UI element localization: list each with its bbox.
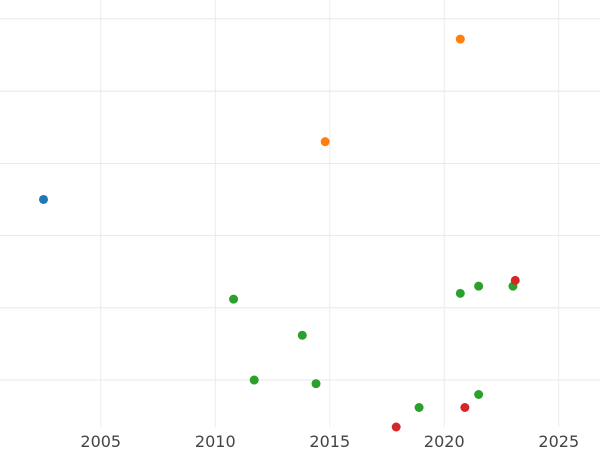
- grid-lines: [0, 0, 600, 427]
- x-tick-labels: 2005 2010 2015 2020 2025: [80, 432, 579, 450]
- data-point: [455, 288, 465, 298]
- data-point: [455, 34, 465, 44]
- data-point: [320, 137, 330, 147]
- data-point: [510, 275, 520, 285]
- x-tick-label: 2020: [424, 432, 465, 450]
- data-point: [391, 422, 401, 432]
- data-point: [311, 379, 321, 389]
- data-point: [414, 402, 424, 412]
- data-point: [249, 375, 259, 385]
- x-tick-label: 2005: [80, 432, 121, 450]
- data-point: [474, 281, 484, 291]
- data-point: [474, 389, 484, 399]
- data-points: [39, 34, 520, 432]
- x-tick-label: 2010: [195, 432, 236, 450]
- data-point: [229, 294, 239, 304]
- data-point: [297, 330, 307, 340]
- data-point: [460, 402, 470, 412]
- x-tick-label: 2015: [309, 432, 350, 450]
- data-point: [39, 194, 49, 204]
- x-tick-label: 2025: [538, 432, 579, 450]
